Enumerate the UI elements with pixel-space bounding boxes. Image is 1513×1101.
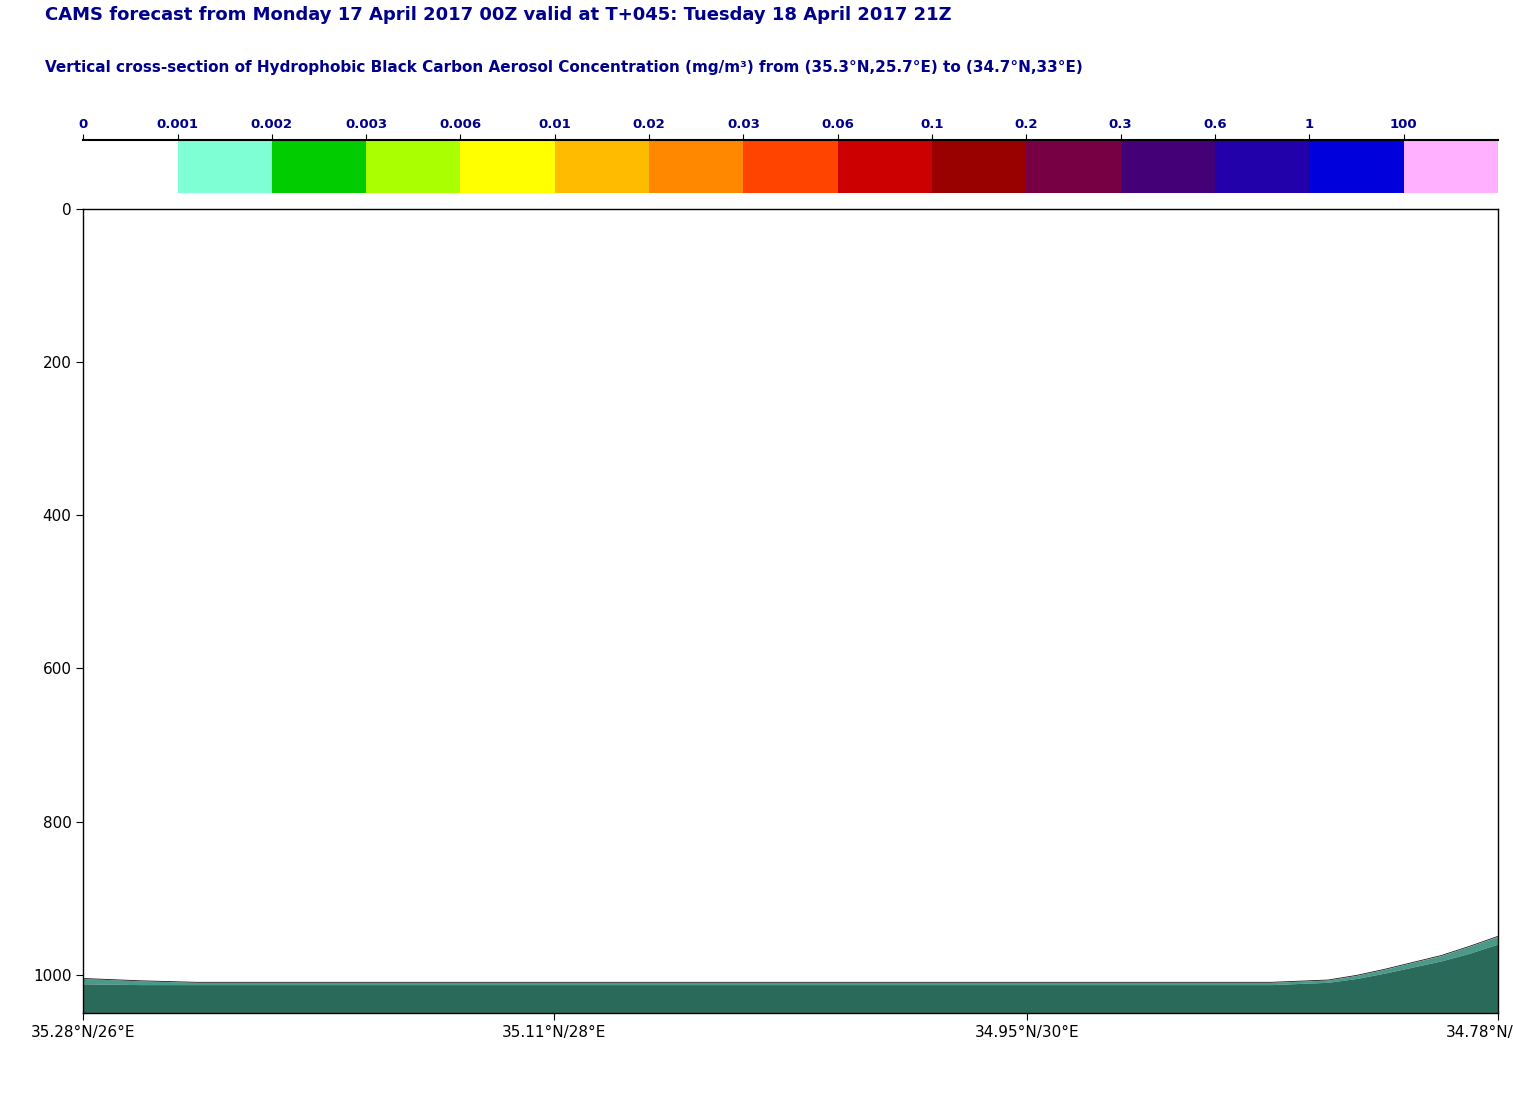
Bar bbox=[649, 140, 743, 193]
Bar bbox=[1026, 140, 1121, 193]
Bar bbox=[83, 140, 177, 193]
Bar bbox=[743, 140, 838, 193]
Bar bbox=[838, 140, 932, 193]
Bar bbox=[1404, 140, 1498, 193]
Bar bbox=[932, 140, 1026, 193]
Bar bbox=[555, 140, 649, 193]
Bar bbox=[1215, 140, 1309, 193]
Bar bbox=[460, 140, 555, 193]
Text: Vertical cross-section of Hydrophobic Black Carbon Aerosol Concentration (mg/m³): Vertical cross-section of Hydrophobic Bl… bbox=[45, 61, 1083, 75]
Bar bbox=[1121, 140, 1215, 193]
Bar bbox=[1309, 140, 1404, 193]
Bar bbox=[366, 140, 460, 193]
Text: CAMS forecast from Monday 17 April 2017 00Z valid at T+045: Tuesday 18 April 201: CAMS forecast from Monday 17 April 2017 … bbox=[45, 6, 952, 24]
Bar bbox=[177, 140, 272, 193]
Bar bbox=[272, 140, 366, 193]
